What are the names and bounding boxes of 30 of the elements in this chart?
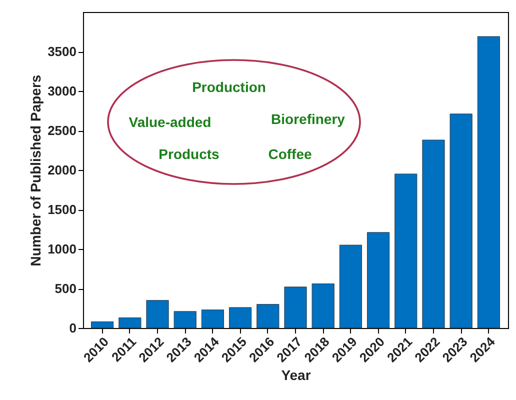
bar: [229, 307, 252, 328]
bar: [118, 317, 142, 328]
bar: [201, 310, 224, 328]
annotation: Biorefinery: [271, 111, 346, 127]
y-tick-label: 3500: [48, 44, 76, 59]
x-axis-title: Year: [281, 367, 312, 384]
annotation: Production: [192, 79, 266, 95]
bar: [256, 304, 280, 328]
y-tick-label: 500: [54, 281, 76, 296]
y-tick-label: 0: [69, 320, 76, 336]
bar: [174, 311, 196, 328]
y-axis-title: Number of Published Papers: [28, 74, 44, 266]
bar: [146, 300, 169, 328]
bar: [422, 140, 445, 328]
bar: [450, 114, 472, 328]
y-tick-label: 2000: [48, 162, 76, 178]
y-tick-label: 1000: [48, 242, 76, 256]
annotation: Coffee: [268, 146, 312, 162]
bar: [91, 321, 114, 328]
annotation: Products: [158, 146, 220, 162]
bar: [367, 232, 390, 328]
bar: [284, 286, 307, 328]
bar: [394, 174, 418, 328]
y-tick-label: 2500: [48, 123, 76, 138]
bar: [477, 36, 500, 328]
y-tick-label: 3000: [48, 84, 76, 98]
bar: [312, 284, 334, 328]
bar: [339, 244, 362, 328]
y-tick-label: 1500: [48, 202, 76, 217]
annotation: Value-added: [128, 114, 212, 130]
